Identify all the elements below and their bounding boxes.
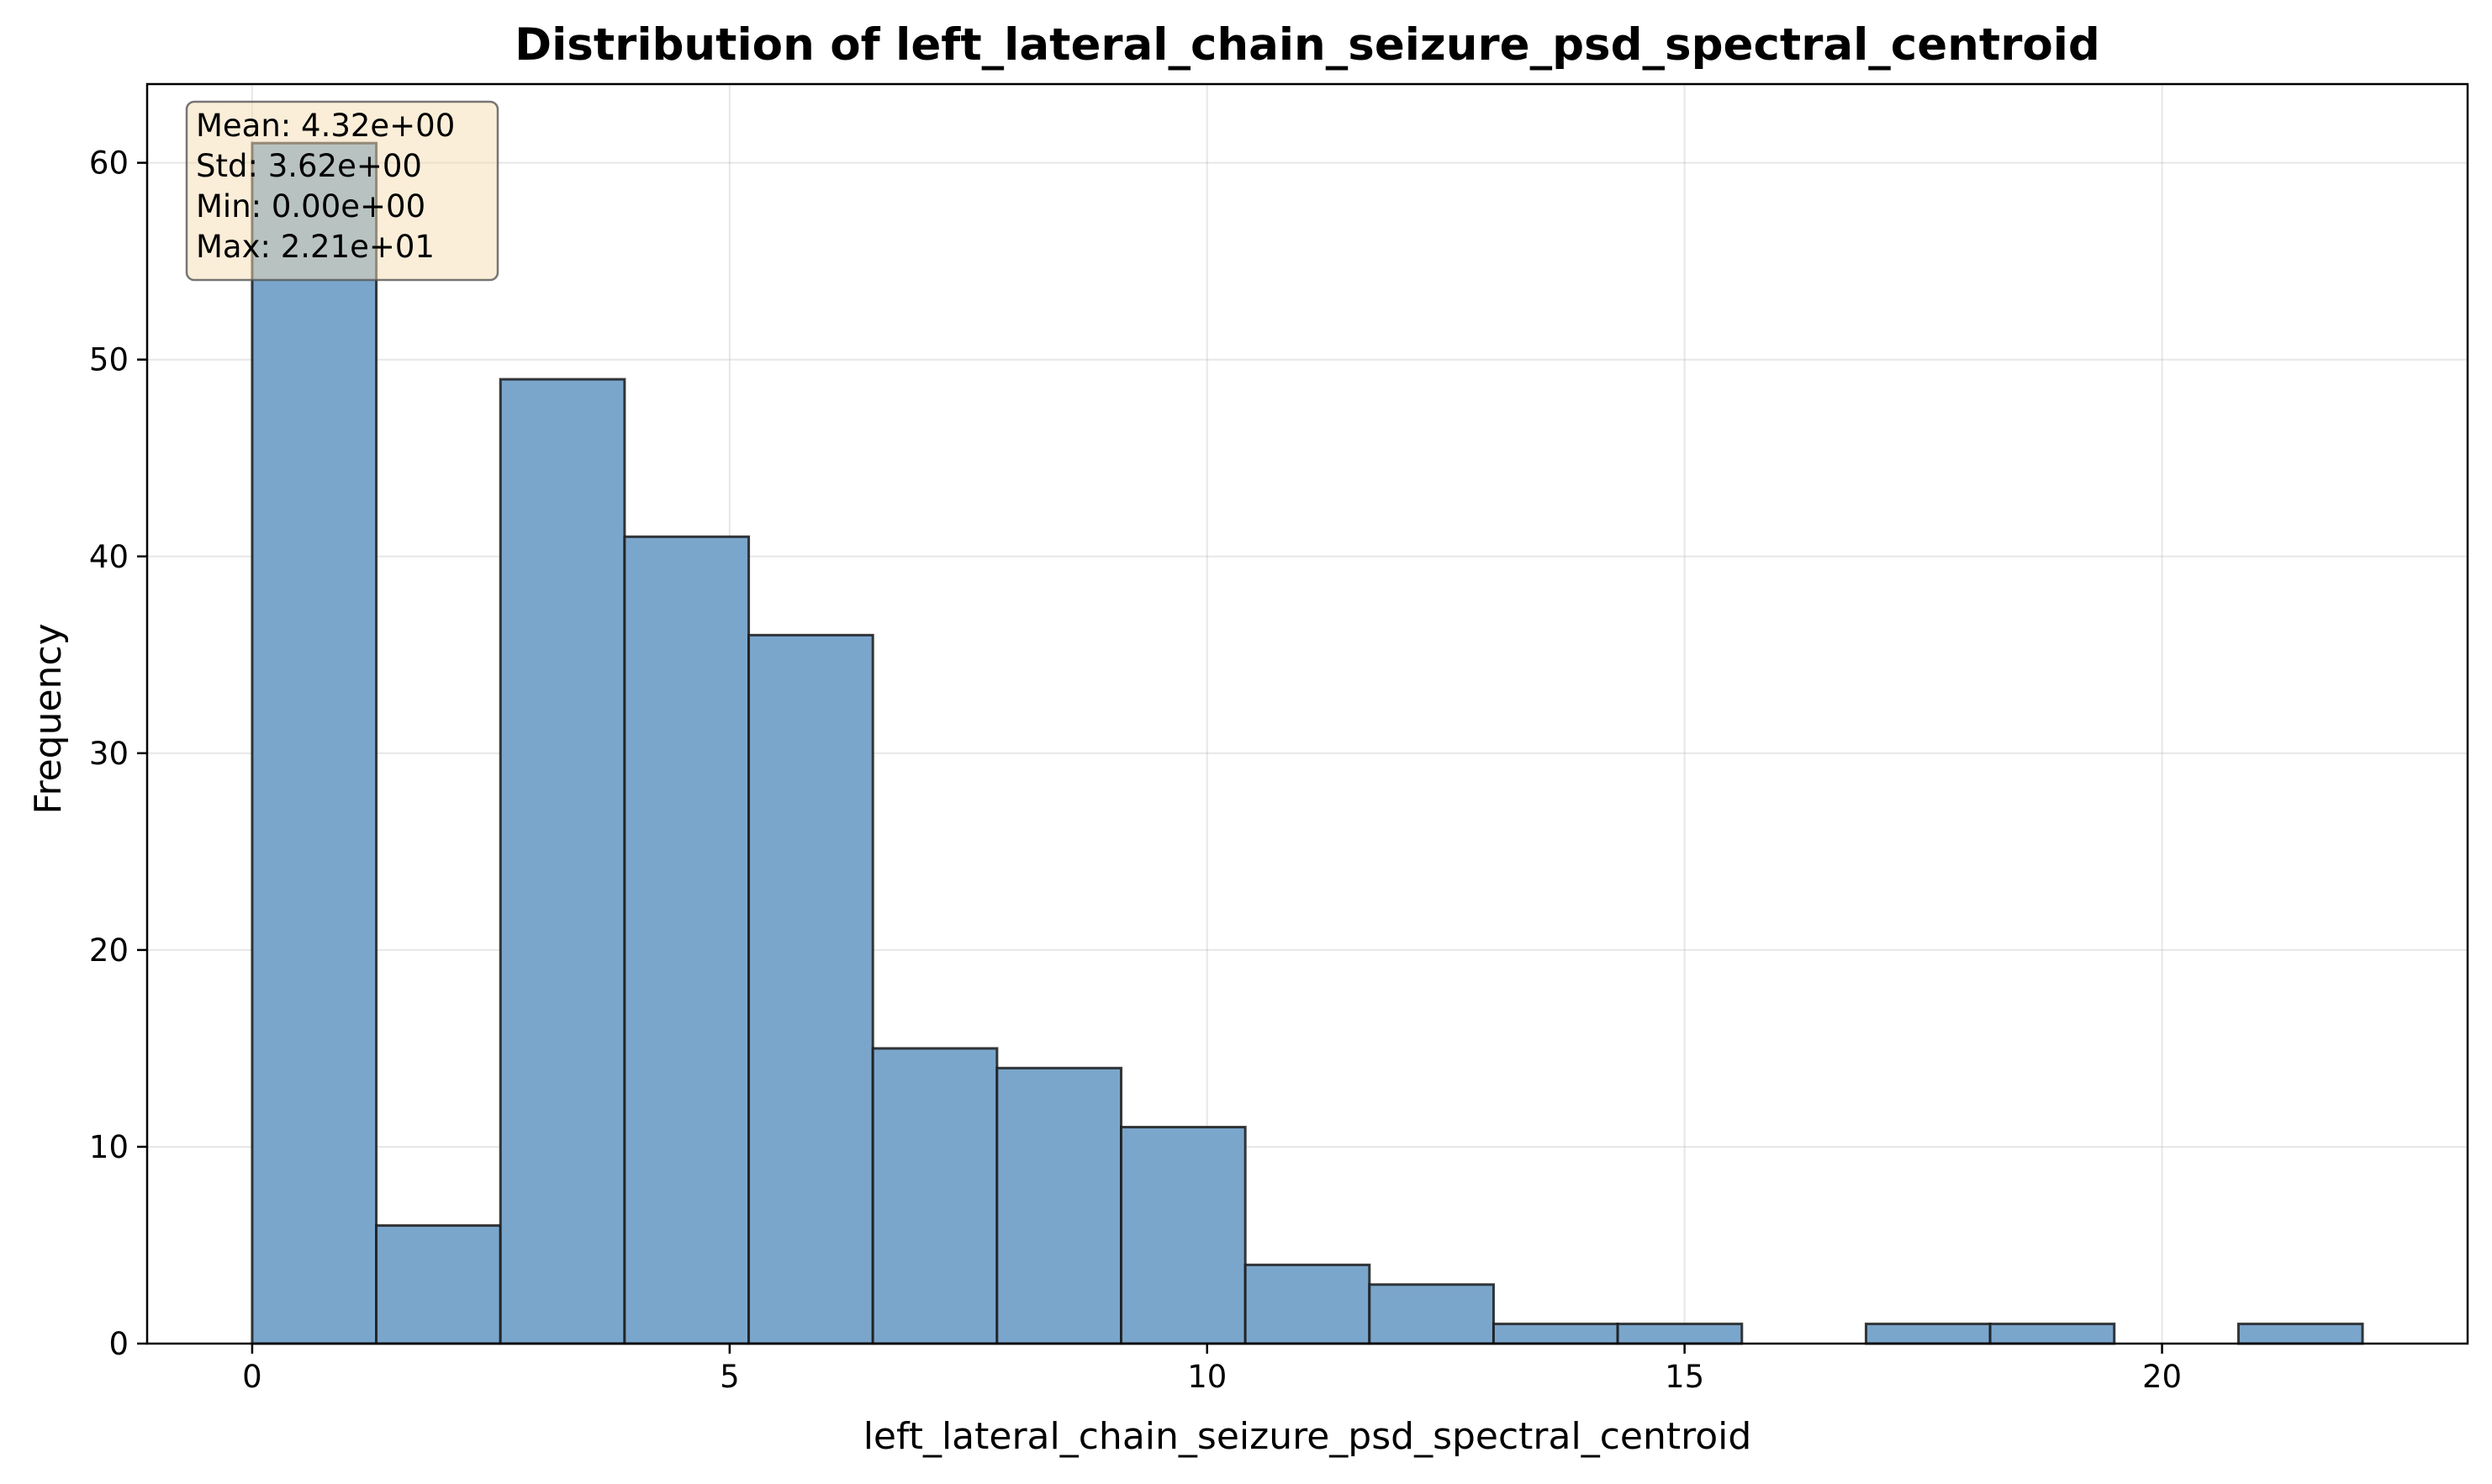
x-tick-label: 10 xyxy=(1187,1359,1227,1395)
histogram-bar xyxy=(1243,1263,1371,1345)
histogram-bar xyxy=(871,1047,999,1345)
y-tick-label: 20 xyxy=(89,932,129,969)
plot-area-frame xyxy=(145,82,2469,1345)
histogram-bar xyxy=(1988,1323,2116,1345)
histogram-bar xyxy=(1368,1283,1495,1345)
x-tick-label: 15 xyxy=(1665,1359,1704,1395)
histogram-bar xyxy=(995,1066,1123,1345)
stats-box-background xyxy=(185,100,499,282)
x-axis-label: left_lateral_chain_seizure_psd_spectral_… xyxy=(863,1415,1752,1458)
y-tick-label: 40 xyxy=(89,539,129,575)
x-tick-label: 5 xyxy=(720,1359,740,1395)
y-tick-label: 60 xyxy=(89,145,129,182)
histogram-bar xyxy=(1120,1126,1247,1345)
y-axis-label: Frequency xyxy=(27,623,70,814)
stats-box: Mean: 4.32e+00 Std: 3.62e+00 Min: 0.00e+… xyxy=(185,100,499,282)
histogram-bar xyxy=(1492,1323,1619,1345)
stats-max: Max: 2.21e+01 xyxy=(196,229,435,265)
histogram-bars xyxy=(251,141,2364,1345)
stats-min: Min: 0.00e+00 xyxy=(196,188,425,224)
y-tick-label: 0 xyxy=(108,1326,129,1362)
histogram-bar xyxy=(375,1224,502,1345)
histogram-bar xyxy=(1864,1323,1992,1345)
y-tick-label: 10 xyxy=(89,1129,129,1165)
histogram-bar xyxy=(623,535,751,1345)
histogram-bar xyxy=(499,378,626,1345)
y-axis-ticks: 0 10 20 30 40 50 60 xyxy=(89,145,147,1362)
stats-mean: Mean: 4.32e+00 xyxy=(196,108,455,144)
histogram-bar xyxy=(251,141,378,1345)
x-axis-ticks: 0 5 10 15 20 xyxy=(242,1344,2182,1395)
histogram-bar xyxy=(747,633,874,1345)
x-tick-label: 0 xyxy=(242,1359,262,1395)
y-tick-label: 30 xyxy=(89,736,129,772)
histogram-bar xyxy=(1616,1323,1744,1345)
y-tick-label: 50 xyxy=(89,342,129,378)
stats-std: Std: 3.62e+00 xyxy=(196,148,422,184)
histogram-bar xyxy=(2236,1323,2364,1345)
x-tick-label: 20 xyxy=(2142,1359,2182,1395)
chart-title: Distribution of left_lateral_chain_seizu… xyxy=(515,19,2100,71)
